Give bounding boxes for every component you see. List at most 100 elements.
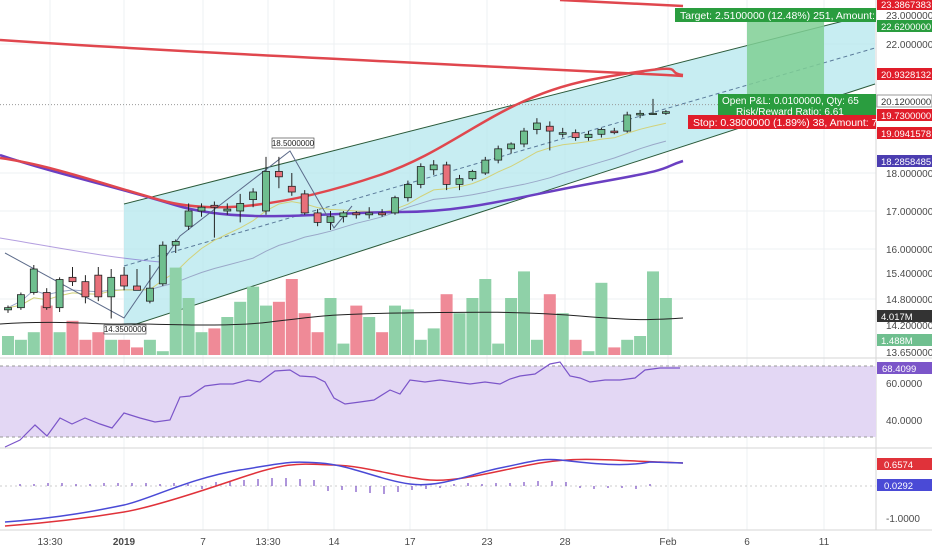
rsi-marker-label: 68.4099 [882, 364, 916, 375]
volume-bar [505, 298, 518, 355]
candle-body [42, 292, 51, 309]
candle-body [158, 244, 167, 285]
volume-bar [543, 294, 556, 355]
volume-bar [143, 339, 156, 355]
volume-bar [208, 328, 221, 355]
time-axis-tick: 11 [819, 537, 830, 548]
price-marker-box [877, 310, 932, 322]
price-axis-tick: 18.0000000 [886, 169, 932, 180]
ma-200-line-upper [0, 38, 684, 78]
candle-body [339, 212, 348, 218]
price-axis-tick: 16.0000000 [886, 245, 932, 256]
candle-body [145, 287, 154, 302]
open-pl-box [718, 94, 876, 116]
price-marker-box [877, 68, 932, 80]
price-marker-label: 18.2858485 [881, 157, 931, 168]
price-marker-box [877, 127, 932, 139]
volume-bar [2, 336, 14, 355]
candle-body [494, 148, 503, 161]
volume-bar [131, 347, 143, 355]
rsi-axis-tick: 60.0000 [886, 379, 923, 390]
candle-body [391, 197, 399, 214]
volume-bar [156, 351, 169, 355]
candle-body [378, 212, 387, 216]
time-axis-tick: 13:30 [255, 537, 280, 548]
price-marker-label: 4.017M [881, 312, 913, 323]
volume-bar [659, 298, 672, 355]
macd-line [4, 458, 684, 523]
candle-body [55, 279, 64, 309]
volume-bar [311, 332, 324, 355]
position-target-zone [747, 15, 824, 101]
candle-body [545, 125, 554, 132]
candle-body [597, 129, 606, 135]
candle-body [416, 166, 425, 185]
candle-body [184, 210, 193, 227]
time-axis-tick: 2019 [113, 537, 136, 548]
candle-body [481, 159, 490, 174]
volume-bar [556, 313, 569, 355]
ma-50-line-prev [0, 237, 161, 263]
candle-body [29, 268, 38, 293]
price-marker-box [877, 0, 932, 10]
volume-bar [247, 286, 260, 355]
rsi-marker-box [877, 362, 932, 374]
candle-body [120, 274, 128, 287]
open-pl-label: Open P&L: 0.0100000, Qty: 65 [722, 96, 859, 107]
price-marker-box [876, 94, 932, 108]
volume-bar [169, 267, 182, 355]
candle-body [520, 130, 528, 145]
volume-bar [40, 305, 53, 355]
volume-bar [221, 317, 234, 355]
stop-label-box [688, 115, 876, 129]
price-axis-tick: 22.0000000 [886, 40, 932, 51]
price-marker-label: 20.9328132 [881, 70, 931, 81]
stop-label: Stop: 0.3800000 (1.89%) 38, Amount: 75. [693, 117, 886, 129]
candle-body [4, 307, 12, 311]
target-label-box [675, 8, 876, 22]
candle-body [403, 183, 412, 199]
candle-body [223, 208, 232, 212]
risk-reward-label: Risk/Reward Ratio: 6.61 [736, 107, 844, 118]
candle-body [442, 164, 451, 185]
candle-body [94, 274, 103, 298]
volume-bar [582, 351, 595, 355]
volume-bar [453, 313, 466, 355]
candle-body [287, 185, 296, 193]
volume-bar [234, 301, 247, 355]
volume-bar [376, 332, 389, 355]
volume-bar [427, 328, 440, 355]
macd-axis-tick: -1.0000 [886, 514, 920, 525]
price-marker-label: 20.1200000 [881, 97, 931, 108]
price-channel-fill [124, 13, 875, 328]
time-axis-tick: 13:30 [37, 537, 62, 548]
candle-body [274, 170, 283, 178]
candle-body [300, 193, 309, 214]
volume-bar [118, 339, 131, 355]
time-axis-tick: Feb [659, 537, 677, 548]
candle-body [326, 216, 335, 223]
price-axis-tick: 13.6500000 [886, 348, 932, 359]
candle-body [107, 276, 116, 298]
volume-bar [440, 294, 453, 355]
high-label-group [271, 137, 315, 149]
macd-marker-label: 0.0292 [884, 481, 913, 492]
volume-bar [92, 332, 105, 355]
volume-bar [195, 332, 208, 355]
candle-body [262, 170, 270, 212]
rsi-line [4, 361, 680, 448]
price-marker-label: 22.6200000 [881, 22, 931, 33]
candle-body [171, 240, 180, 246]
volume-bar [27, 332, 40, 355]
volume-bar [350, 305, 363, 355]
volume-bar [530, 339, 543, 355]
volume-bar [595, 282, 608, 355]
time-axis-tick: 6 [744, 537, 750, 548]
volume-bar [285, 279, 298, 355]
candle-body [507, 143, 516, 150]
candle-body [636, 112, 644, 116]
low-label: 14.3500000 [104, 325, 147, 334]
volume-bar [260, 305, 272, 355]
